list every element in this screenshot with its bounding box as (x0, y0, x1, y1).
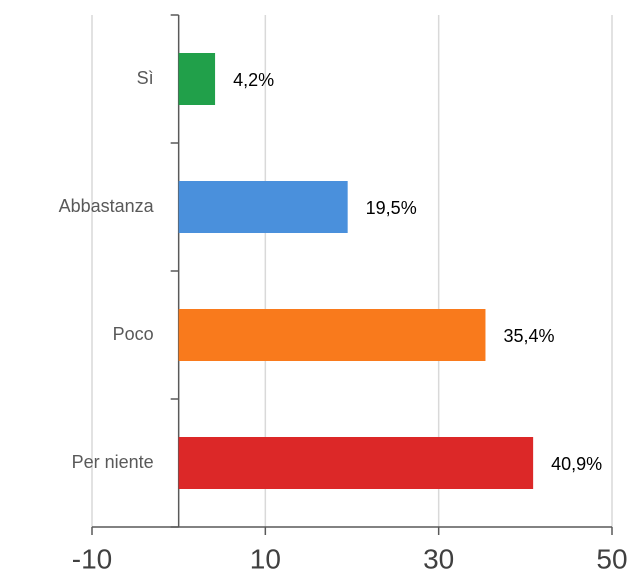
y-tick-label: Poco (113, 324, 154, 344)
bar (178, 53, 216, 105)
y-tick-label: Abbastanza (59, 196, 155, 216)
x-tick-label: 30 (423, 543, 454, 574)
data-label: 35,4% (503, 326, 554, 346)
bar (178, 181, 348, 233)
x-tick-label: 50 (596, 543, 627, 574)
data-label: 4,2% (233, 70, 274, 90)
y-tick-label: Sì (137, 68, 154, 88)
y-tick-label: Per niente (72, 452, 154, 472)
x-tick-label: -10 (72, 543, 112, 574)
bar (178, 309, 486, 361)
data-label: 19,5% (366, 198, 417, 218)
x-tick-label: 10 (250, 543, 281, 574)
bar (178, 437, 534, 489)
data-label: 40,9% (551, 454, 602, 474)
